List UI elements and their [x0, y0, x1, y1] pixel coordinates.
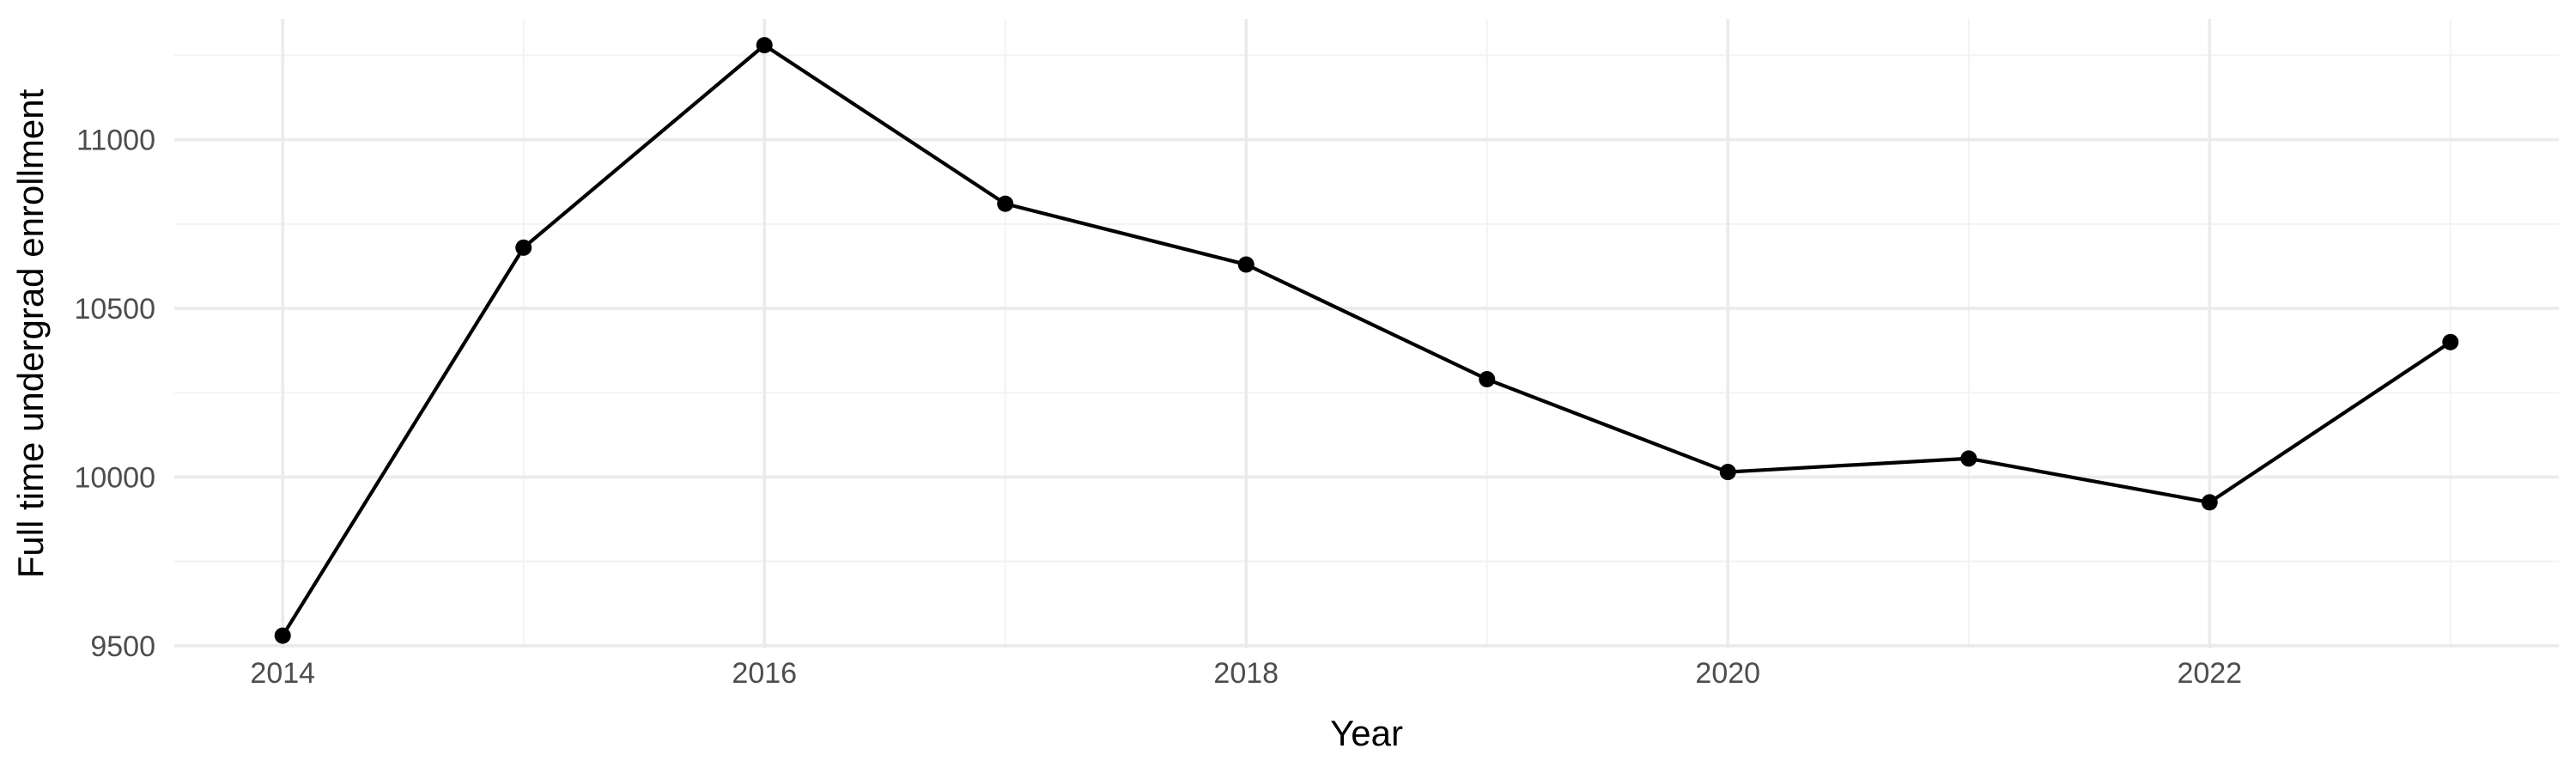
data-point	[1719, 464, 1736, 481]
x-tick-label: 2022	[2177, 657, 2242, 690]
x-tick-label: 2016	[732, 657, 797, 690]
data-point	[997, 195, 1014, 212]
data-point	[1237, 256, 1255, 273]
series-line	[281, 43, 2452, 638]
y-tick-label: 9500	[90, 630, 155, 663]
x-tick-label: 2014	[250, 657, 315, 690]
x-tick-label: 2020	[1695, 657, 1760, 690]
tick-labels: 2014 2016 2018 2020 2022 9500 10000 10500 11000	[74, 125, 2242, 690]
data-point	[1479, 371, 1496, 388]
data-point	[2201, 494, 2218, 511]
data-point	[756, 37, 773, 54]
gridlines	[174, 19, 2559, 648]
data-point	[2442, 333, 2459, 350]
y-axis-title: Full time undergrad enrollment	[10, 88, 51, 578]
y-tick-label: 10000	[74, 461, 155, 494]
data-series	[274, 37, 2459, 644]
x-axis-title: Year	[1330, 713, 1403, 753]
y-tick-label: 11000	[76, 125, 155, 157]
data-point	[1960, 450, 1978, 467]
data-point	[515, 239, 532, 256]
data-point	[274, 627, 291, 644]
y-tick-label: 10500	[74, 293, 155, 326]
x-tick-label: 2018	[1213, 657, 1279, 690]
